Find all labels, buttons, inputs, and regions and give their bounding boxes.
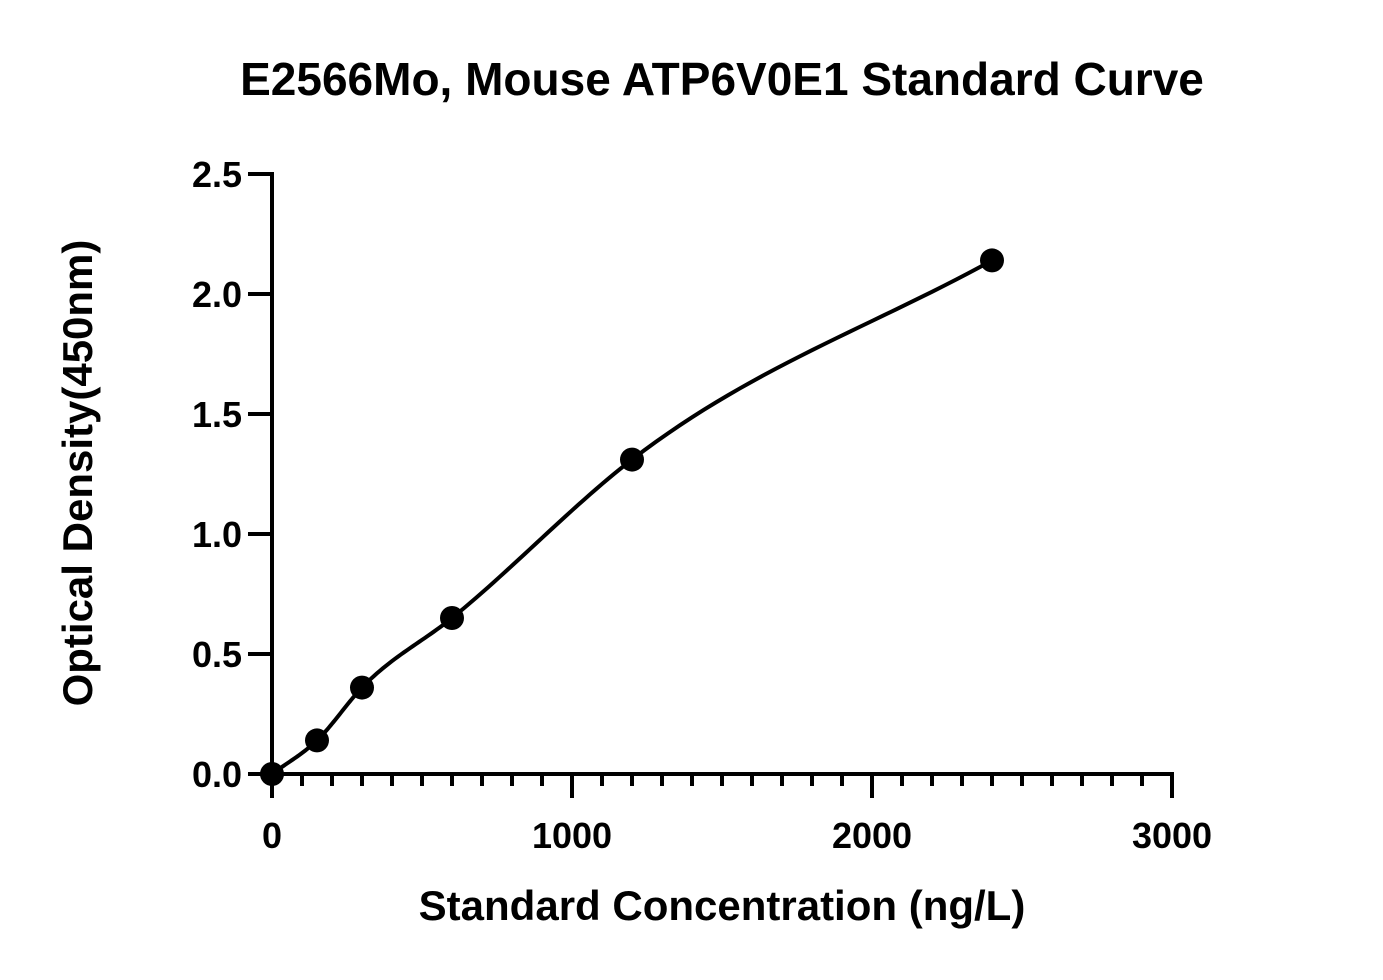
chart-title: E2566Mo, Mouse ATP6V0E1 Standard Curve [240,53,1204,105]
data-point [350,675,374,700]
fit-curve-group [270,258,994,776]
data-point [620,447,644,472]
y-tick-label: 2.5 [192,154,242,195]
data-point [980,248,1004,273]
data-point [305,728,329,753]
data-points [260,248,1004,786]
y-tick-label: 1.0 [192,514,242,555]
x-axis-label: Standard Concentration (ng/L) [419,882,1026,929]
x-tick-label: 0 [262,815,282,856]
x-tick-label: 3000 [1132,815,1212,856]
fit-curve [270,258,994,776]
y-tick-label: 1.5 [192,394,242,435]
y-tick-label: 0.0 [192,754,242,795]
data-point [260,762,284,786]
data-point [440,606,464,630]
y-tick-label: 2.0 [192,274,242,315]
y-axis-label: Optical Density(450nm) [54,240,101,707]
y-tick-label: 0.5 [192,634,242,675]
x-tick-label: 1000 [532,815,612,856]
x-tick-label: 2000 [832,815,912,856]
x-axis: 0 1000 2000 3000 [262,772,1212,856]
y-axis: 0.0 0.5 1.0 1.5 2.0 2.5 [192,154,274,795]
